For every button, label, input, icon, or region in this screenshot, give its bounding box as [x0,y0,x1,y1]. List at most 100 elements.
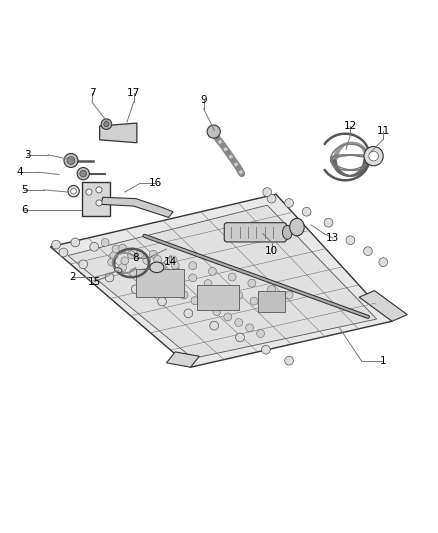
Circle shape [90,243,99,251]
Circle shape [191,297,199,304]
Circle shape [189,262,197,270]
Circle shape [104,122,109,127]
Polygon shape [359,290,407,321]
Circle shape [86,189,92,195]
Circle shape [121,257,129,265]
Circle shape [246,324,254,332]
Circle shape [108,258,116,266]
Circle shape [96,187,102,193]
Circle shape [119,244,127,252]
Circle shape [149,251,157,258]
Polygon shape [50,194,392,367]
Text: 3: 3 [24,150,31,160]
Circle shape [235,292,243,300]
Circle shape [59,248,68,257]
Circle shape [208,268,216,275]
Circle shape [101,238,109,246]
Circle shape [105,273,114,282]
Circle shape [110,252,118,260]
Circle shape [364,247,372,255]
Circle shape [202,302,210,310]
Circle shape [101,119,112,130]
Polygon shape [68,205,377,359]
Circle shape [143,256,151,264]
Circle shape [204,280,212,287]
Circle shape [119,263,127,271]
Circle shape [250,297,258,305]
Text: 16: 16 [149,178,162,188]
Circle shape [219,285,227,293]
Circle shape [80,170,87,177]
Polygon shape [166,352,199,367]
Circle shape [369,151,378,161]
Circle shape [189,274,197,282]
Text: 8: 8 [132,253,139,263]
Circle shape [52,240,60,249]
Text: 15: 15 [88,277,101,287]
Ellipse shape [114,268,122,272]
Text: 10: 10 [265,246,278,256]
Ellipse shape [290,219,304,236]
FancyBboxPatch shape [224,223,286,242]
Circle shape [346,236,355,245]
Circle shape [64,154,78,167]
Circle shape [228,273,236,281]
Circle shape [158,297,166,306]
Ellipse shape [283,225,292,239]
Circle shape [173,268,181,276]
Text: 1: 1 [380,356,387,366]
Circle shape [248,279,256,287]
Circle shape [257,329,265,337]
Circle shape [285,356,293,365]
Bar [136,269,184,297]
Circle shape [79,260,88,269]
Polygon shape [101,197,173,217]
Circle shape [169,256,177,264]
Text: 2: 2 [69,272,76,282]
Circle shape [96,200,102,206]
Circle shape [130,269,138,277]
Bar [258,290,285,312]
Circle shape [213,308,221,316]
Circle shape [235,319,243,327]
Polygon shape [100,123,137,143]
Circle shape [236,333,244,342]
Circle shape [364,147,383,166]
Circle shape [285,291,293,299]
Circle shape [324,219,333,227]
Text: 14: 14 [164,257,177,267]
Circle shape [152,280,159,288]
Circle shape [71,238,80,247]
Circle shape [302,207,311,216]
Text: 7: 7 [88,88,95,99]
Circle shape [171,261,179,269]
Circle shape [127,251,135,259]
Circle shape [68,185,79,197]
Circle shape [162,286,170,294]
Circle shape [141,274,148,282]
Circle shape [71,188,76,194]
Bar [197,285,239,310]
Ellipse shape [150,262,164,273]
Text: 13: 13 [326,233,339,243]
Circle shape [180,291,188,299]
Circle shape [112,245,120,253]
Text: 4: 4 [16,167,23,177]
Circle shape [268,285,276,293]
Text: 9: 9 [200,95,207,105]
Circle shape [285,199,293,207]
Circle shape [267,194,276,203]
Circle shape [207,125,220,138]
Circle shape [67,157,75,164]
Text: 6: 6 [21,205,28,215]
Text: 12: 12 [344,122,357,131]
Text: 11: 11 [377,126,390,136]
Circle shape [224,313,232,321]
Circle shape [77,167,89,180]
Circle shape [261,345,270,354]
Text: 5: 5 [21,185,28,195]
Circle shape [379,258,388,266]
Bar [82,182,110,216]
Circle shape [158,263,166,270]
Circle shape [184,309,193,318]
